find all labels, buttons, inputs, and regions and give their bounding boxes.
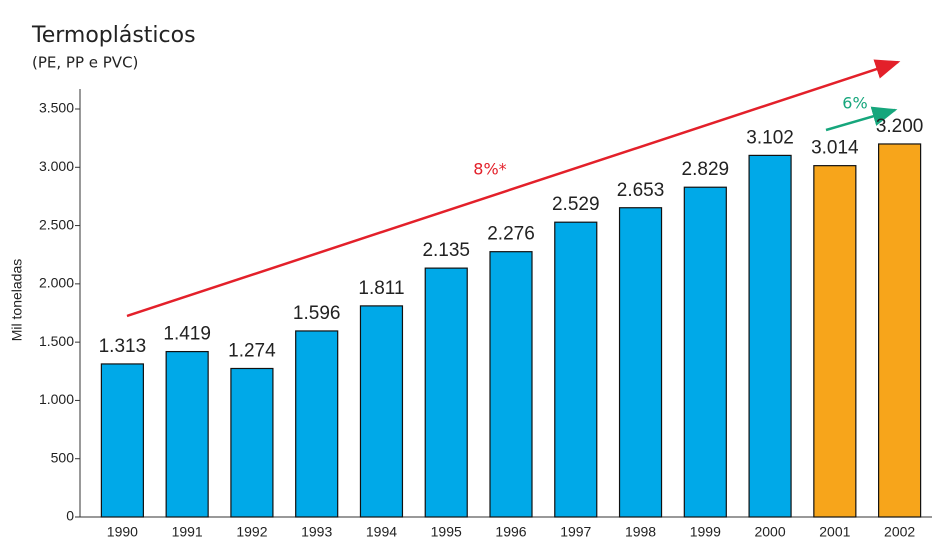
y-tick-label: 1.000 xyxy=(39,391,74,407)
data-label: 2.135 xyxy=(422,240,470,261)
bar xyxy=(295,330,339,518)
bar xyxy=(554,221,598,518)
data-label: 1.596 xyxy=(293,303,341,324)
y-tick-label: 2.500 xyxy=(39,216,74,232)
data-label: 3.102 xyxy=(746,127,794,148)
annotation: 8%* xyxy=(473,160,506,179)
y-tick-label: 3.000 xyxy=(39,158,74,174)
x-tick-label: 1999 xyxy=(690,524,721,540)
bar xyxy=(359,305,404,518)
x-tick-label: 1990 xyxy=(107,524,138,540)
data-label: 1.811 xyxy=(358,278,404,299)
trend-arrow xyxy=(126,59,901,318)
y-tick-label: 1.500 xyxy=(39,333,74,349)
bar xyxy=(813,165,857,518)
x-tick-label: 1994 xyxy=(366,524,397,540)
x-tick-label: 1998 xyxy=(625,524,656,540)
x-tick-label: 2000 xyxy=(754,524,785,540)
bar xyxy=(683,186,727,518)
x-tick-label: 2002 xyxy=(884,524,915,540)
chart-subtitle: (PE, PP e PVC) xyxy=(32,54,138,72)
x-tick-label: 1995 xyxy=(431,524,462,540)
data-label: 2.829 xyxy=(682,159,730,180)
data-label: 1.274 xyxy=(228,341,276,362)
y-tick-label: 0 xyxy=(66,508,74,524)
y-axis-label: Mil toneladas xyxy=(9,259,25,342)
bar xyxy=(748,154,792,518)
x-tick-label: 2001 xyxy=(819,524,850,540)
x-tick-label: 1996 xyxy=(495,524,526,540)
data-label: 3.014 xyxy=(811,138,859,159)
data-label: 1.419 xyxy=(163,324,211,345)
data-label: 1.313 xyxy=(99,336,147,357)
data-label: 2.276 xyxy=(487,224,535,245)
bar xyxy=(618,207,663,518)
x-tick-label: 1992 xyxy=(236,524,267,540)
x-tick-label: 1993 xyxy=(301,524,332,540)
x-tick-label: 1997 xyxy=(560,524,591,540)
bar xyxy=(100,363,144,518)
y-tick-label: 3.500 xyxy=(39,100,74,116)
x-tick-label: 1991 xyxy=(172,524,203,540)
chart-title: Termoplásticos xyxy=(31,23,196,48)
trend-arrow xyxy=(825,106,898,132)
bar xyxy=(424,267,468,518)
bar xyxy=(230,367,274,518)
data-label: 2.653 xyxy=(617,180,665,201)
y-tick-label: 500 xyxy=(51,449,75,465)
data-label: 3.200 xyxy=(876,116,924,137)
bar xyxy=(165,350,209,518)
data-label: 2.529 xyxy=(552,194,600,215)
bar xyxy=(878,143,922,518)
annotation: 6% xyxy=(842,94,867,113)
bar xyxy=(489,251,533,518)
y-tick-label: 2.000 xyxy=(39,275,74,291)
